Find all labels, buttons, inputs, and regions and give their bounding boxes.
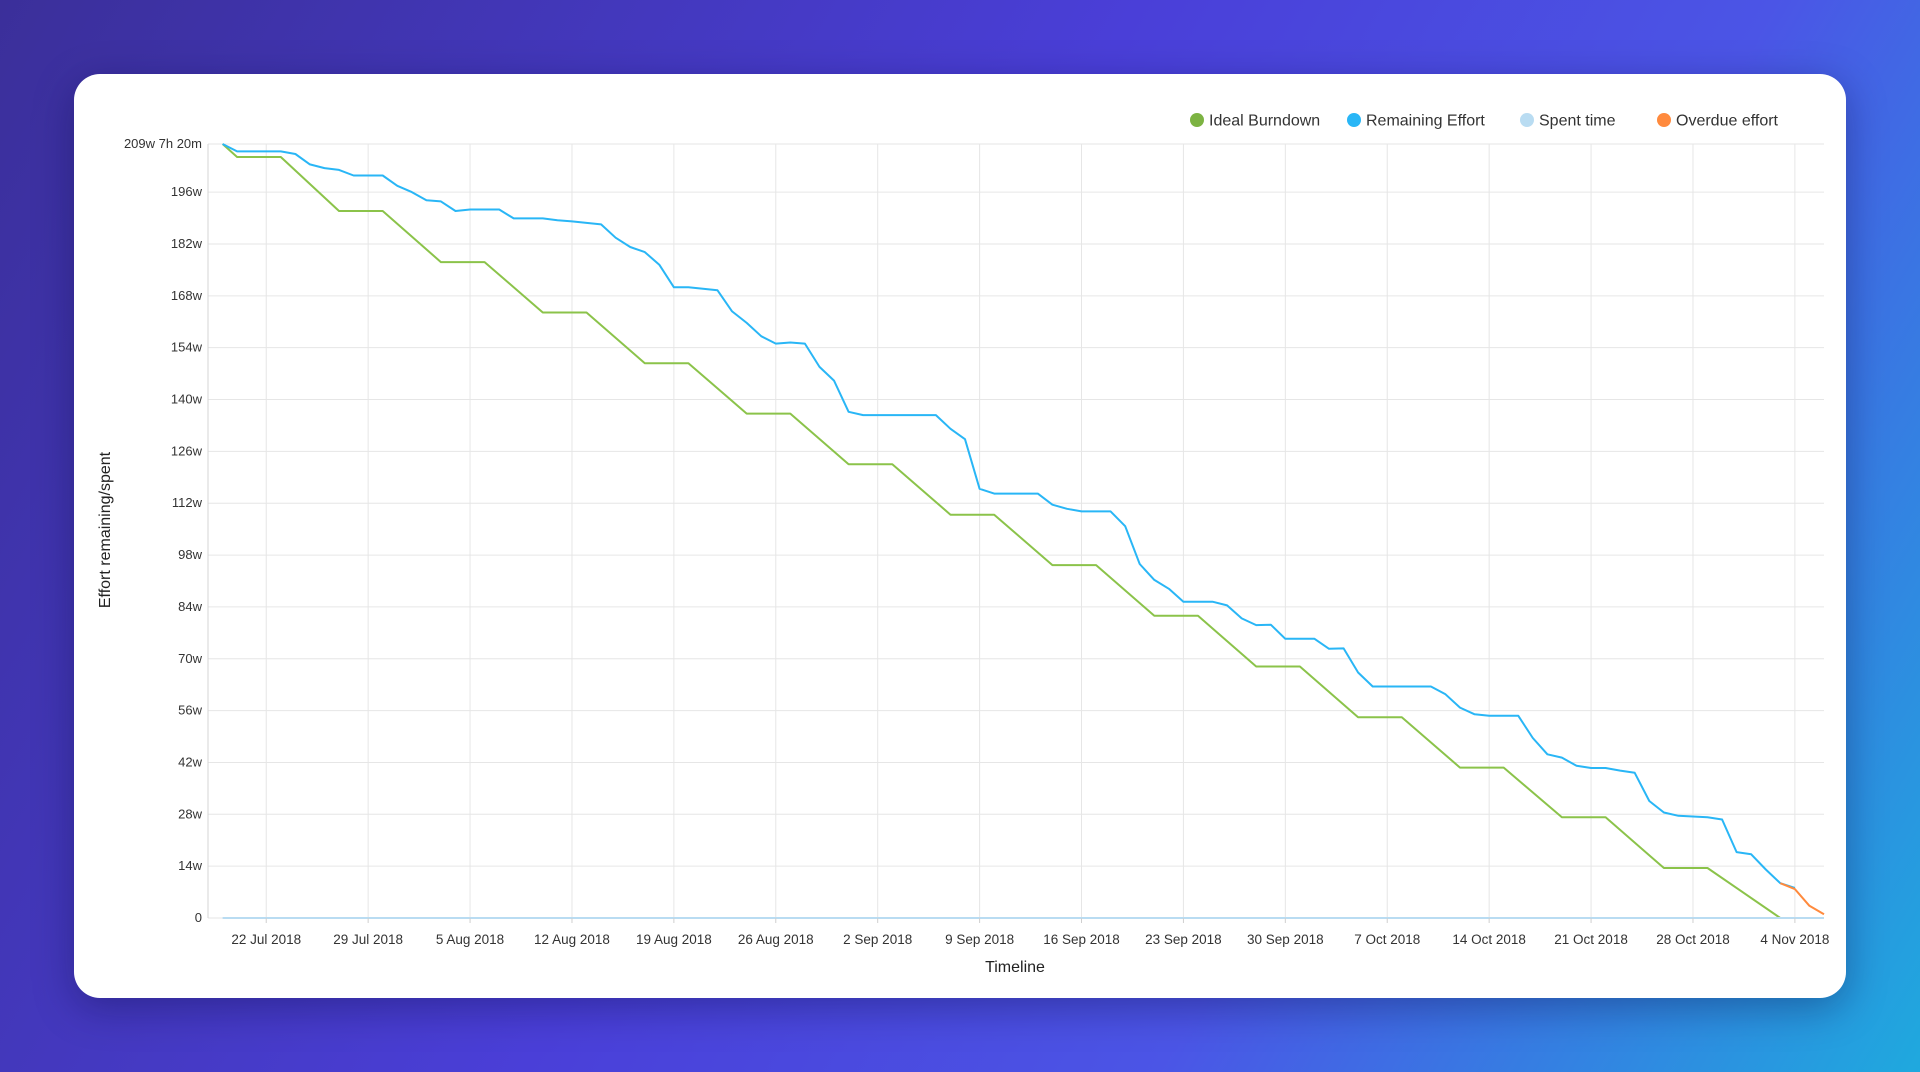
x-tick-label: 16 Sep 2018	[1043, 932, 1120, 947]
y-tick-label: 209w 7h 20m	[124, 136, 202, 151]
y-tick-label: 98w	[178, 547, 202, 562]
x-tick-label: 22 Jul 2018	[231, 932, 301, 947]
y-tick-label: 56w	[178, 703, 202, 718]
legend-item-spent-time[interactable]: Spent time	[1520, 113, 1616, 130]
chart-legend: Ideal Burndown Remaining Effort Spent time…	[1190, 113, 1779, 130]
y-tick-label: 140w	[171, 392, 203, 407]
legend-marker	[1657, 113, 1671, 127]
legend-label: Ideal Burndown	[1209, 113, 1320, 130]
y-tick-label: 112w	[172, 495, 203, 510]
x-tick-label: 19 Aug 2018	[636, 932, 712, 947]
y-tick-label: 182w	[171, 236, 203, 251]
chart-card: 209w 7h 20m 196w 182w 168w 154w 140w 126w 112w 9…	[74, 74, 1846, 998]
chart-grid	[208, 143, 1824, 919]
x-tick-label: 28 Oct 2018	[1656, 932, 1730, 947]
remaining-effort-line	[222, 143, 1796, 889]
y-tick-label: 0	[195, 910, 202, 925]
x-tick-label: 23 Sep 2018	[1145, 932, 1222, 947]
legend-item-remaining-effort[interactable]: Remaining Effort	[1347, 113, 1485, 130]
x-tick-label: 26 Aug 2018	[738, 932, 814, 947]
x-tick-label: 5 Aug 2018	[436, 932, 504, 947]
y-tick-label: 28w	[178, 806, 202, 821]
x-axis-title: Timeline	[985, 959, 1045, 976]
legend-item-overdue-effort[interactable]: Overdue effort	[1657, 113, 1779, 130]
burndown-chart: 209w 7h 20m 196w 182w 168w 154w 140w 126w 112w 9…	[97, 113, 1829, 977]
chart-series	[221, 143, 1825, 919]
overdue-effort-line	[1779, 882, 1825, 916]
y-tick-label: 196w	[171, 184, 203, 199]
y-tick-label: 168w	[171, 288, 203, 303]
legend-label: Overdue effort	[1676, 113, 1779, 130]
x-tick-label: 30 Sep 2018	[1247, 932, 1324, 947]
y-tick-label: 84w	[178, 599, 202, 614]
ideal-burndown-line	[221, 143, 1781, 919]
y-axis-title: Effort remaining/spent	[97, 451, 114, 608]
x-tick-label: 2 Sep 2018	[843, 932, 912, 947]
legend-marker	[1520, 113, 1534, 127]
x-tick-label: 4 Nov 2018	[1760, 932, 1829, 947]
legend-item-ideal-burndown[interactable]: Ideal Burndown	[1190, 113, 1320, 130]
legend-label: Spent time	[1539, 113, 1616, 130]
legend-label: Remaining Effort	[1366, 113, 1485, 130]
legend-marker	[1347, 113, 1361, 127]
x-tick-label: 21 Oct 2018	[1554, 932, 1628, 947]
chart-axes: 209w 7h 20m 196w 182w 168w 154w 140w 126w 112w 9…	[124, 136, 1829, 947]
x-tick-label: 14 Oct 2018	[1452, 932, 1526, 947]
y-tick-label: 42w	[178, 754, 202, 769]
y-tick-label: 126w	[171, 443, 203, 458]
x-tick-label: 7 Oct 2018	[1354, 932, 1420, 947]
y-tick-label: 70w	[178, 651, 202, 666]
legend-marker	[1190, 113, 1204, 127]
x-tick-label: 9 Sep 2018	[945, 932, 1014, 947]
x-tick-label: 12 Aug 2018	[534, 932, 610, 947]
x-tick-label: 29 Jul 2018	[333, 932, 403, 947]
y-tick-label: 14w	[178, 858, 202, 873]
y-tick-label: 154w	[171, 340, 203, 355]
